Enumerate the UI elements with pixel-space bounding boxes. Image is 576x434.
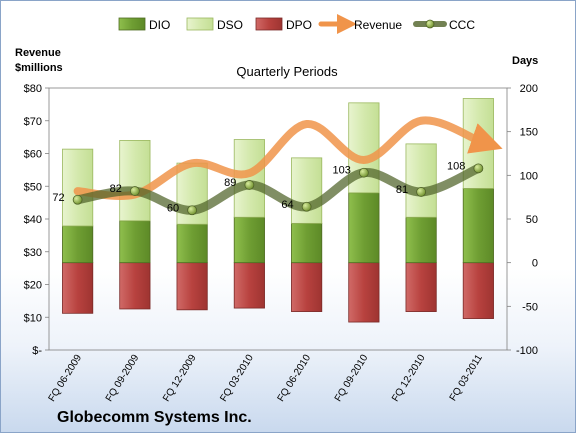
legend-swatch-dio — [119, 18, 145, 30]
legend-swatch-ccc-dot — [426, 20, 434, 28]
category-label: FQ 12-2009 — [161, 352, 199, 403]
category-label: FQ 06-2009 — [47, 352, 85, 403]
legend: DIO DSO DPO Revenue CCC — [119, 18, 475, 32]
chart-title: Quarterly Periods — [236, 64, 338, 79]
ccc-data-label: 108 — [447, 160, 465, 172]
dio-bar — [406, 217, 436, 262]
dpo-bar — [120, 263, 150, 309]
dso-bar — [406, 144, 436, 217]
dio-bar — [62, 226, 92, 263]
left-tick-label: $20 — [24, 280, 42, 292]
dso-bar — [120, 140, 150, 220]
legend-swatch-dpo — [256, 18, 282, 30]
right-tick-label: 50 — [526, 214, 538, 226]
dpo-bar — [234, 263, 264, 308]
ccc-point — [417, 187, 426, 196]
ccc-point — [474, 164, 483, 173]
left-tick-label: $- — [32, 345, 42, 357]
category-axis: FQ 06-2009 FQ 09-2009 FQ 12-2009 FQ 03-2010… — [47, 352, 486, 403]
left-tick-label: $30 — [24, 247, 42, 259]
legend-label-dpo: DPO — [286, 18, 312, 32]
right-tick-label: 0 — [532, 258, 538, 270]
left-tick-label: $10 — [24, 312, 42, 324]
company-name: Globecomm Systems Inc. — [57, 409, 252, 426]
ccc-point — [359, 168, 368, 177]
category-label: FQ 03-2011 — [448, 352, 485, 403]
ccc-point — [73, 195, 82, 204]
ccc-data-label: 89 — [224, 177, 236, 189]
left-tick-label: $80 — [24, 83, 42, 95]
legend-swatch-dso — [187, 18, 213, 30]
ccc-data-label: 72 — [52, 192, 64, 204]
category-label: FQ 09-2010 — [333, 352, 371, 403]
dso-bar — [234, 140, 264, 218]
legend-label-dio: DIO — [149, 18, 170, 32]
ccc-point — [302, 202, 311, 211]
dso-bar — [291, 158, 321, 224]
dio-bar — [463, 188, 493, 262]
category-label: FQ 03-2010 — [218, 352, 256, 403]
right-tick-label: -50 — [522, 301, 538, 313]
left-tick-label: $70 — [24, 116, 42, 128]
left-axis: $- $10 $20 $30 $40 $50 $60 $70 $80 — [24, 83, 49, 357]
ccc-point — [188, 206, 197, 215]
right-axis: -100 -50 0 50 100 150 200 — [507, 83, 538, 357]
dio-bar — [291, 223, 321, 262]
legend-label-revenue: Revenue — [354, 18, 402, 32]
category-label: FQ 06-2010 — [276, 352, 314, 403]
ccc-data-label: 82 — [110, 183, 122, 195]
category-label: FQ 09-2009 — [104, 352, 142, 403]
dio-bar — [234, 217, 264, 262]
ccc-data-label: 81 — [396, 184, 408, 196]
dio-bar — [120, 221, 150, 263]
ccc-point — [245, 180, 254, 189]
plot-area — [49, 88, 507, 350]
dpo-bar — [291, 263, 321, 312]
dpo-bar — [406, 263, 436, 312]
left-tick-label: $40 — [24, 214, 42, 226]
category-label: FQ 12-2010 — [390, 352, 428, 403]
left-axis-title-line1: Revenue — [15, 47, 61, 59]
left-tick-label: $60 — [24, 149, 42, 161]
legend-label-dso: DSO — [217, 18, 243, 32]
legend-label-ccc: CCC — [449, 18, 475, 32]
ccc-point — [130, 187, 139, 196]
dpo-bar — [177, 263, 207, 310]
ccc-data-label: 103 — [333, 165, 351, 177]
right-axis-title: Days — [512, 55, 538, 67]
ccc-data-label: 60 — [167, 202, 179, 214]
ccc-data-label: 64 — [281, 199, 293, 211]
right-tick-label: 150 — [520, 127, 538, 139]
left-axis-title-line2: $millions — [15, 62, 63, 74]
dpo-bar — [62, 263, 92, 314]
right-tick-label: 100 — [520, 170, 538, 182]
right-tick-label: 200 — [520, 83, 538, 95]
dpo-bar — [349, 263, 379, 322]
dio-bar — [349, 193, 379, 263]
left-tick-label: $50 — [24, 181, 42, 193]
right-tick-label: -100 — [516, 345, 538, 357]
bars — [62, 98, 493, 322]
dpo-bar — [463, 263, 493, 319]
dio-bar — [177, 224, 207, 262]
